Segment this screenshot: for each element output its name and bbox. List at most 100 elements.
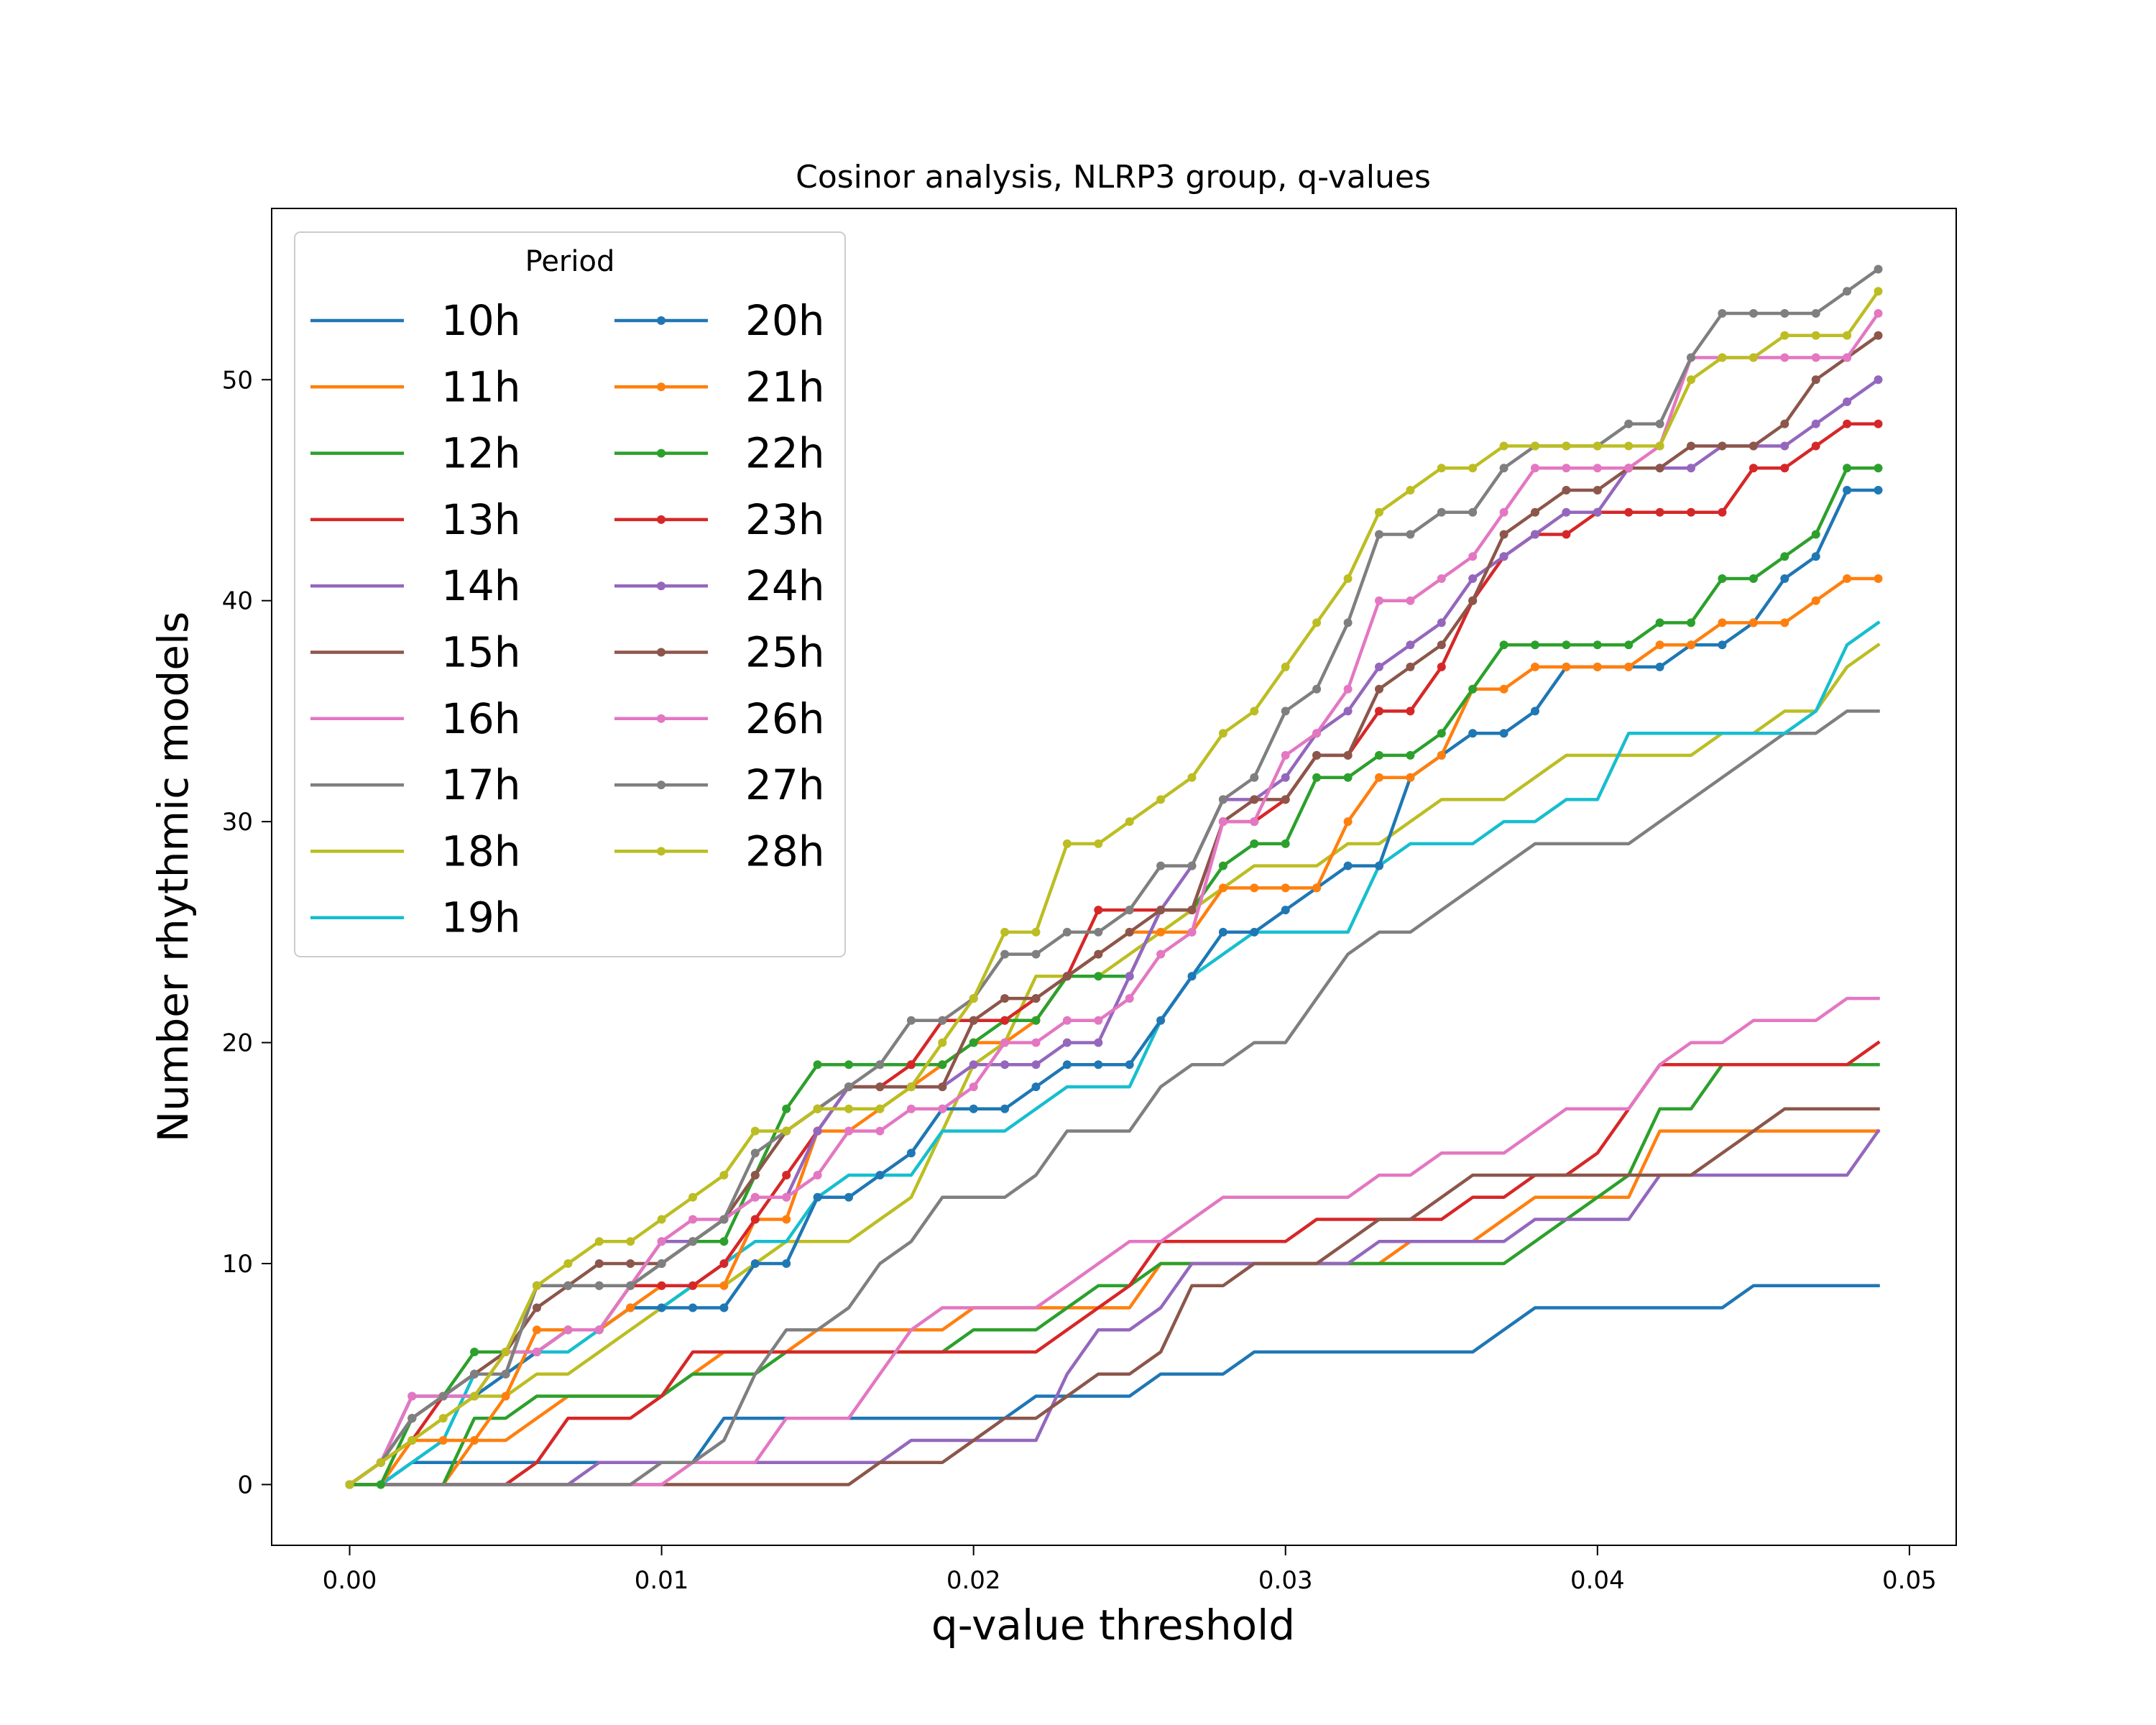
legend-marker [657, 316, 665, 325]
data-point-22h [1655, 618, 1664, 627]
legend-marker [657, 714, 665, 723]
data-point-26h [844, 1126, 853, 1136]
data-point-28h [875, 1104, 885, 1113]
data-point-26h [563, 1325, 573, 1335]
data-point-23h [750, 1215, 760, 1224]
series-line-17h [348, 709, 1880, 1486]
data-point-24h [1094, 1038, 1103, 1047]
data-point-27h [501, 1369, 510, 1379]
y-axis: 0 10 20 30 40 50 [222, 366, 272, 1499]
data-point-22h [719, 1237, 729, 1246]
data-point-20h [906, 1149, 916, 1158]
legend-item-27h: 27h [614, 760, 825, 809]
data-point-28h [407, 1436, 417, 1445]
data-point-22h [1343, 773, 1353, 782]
data-point-27h [1406, 530, 1415, 539]
data-point-24h [1375, 662, 1383, 671]
data-point-23h [906, 1060, 916, 1070]
data-point-28h [1031, 927, 1041, 937]
data-point-28h [1811, 331, 1820, 340]
data-point-28h [688, 1192, 697, 1202]
data-point-20h [1780, 574, 1789, 583]
data-point-21h [1780, 618, 1789, 627]
legend-marker [657, 448, 665, 458]
data-point-24h [1687, 464, 1695, 473]
y-tick-label: 30 [222, 808, 253, 837]
data-point-26h [813, 1171, 822, 1179]
data-point-21h [470, 1436, 479, 1445]
plot-area [345, 264, 1883, 1489]
legend-item-20h: 20h [614, 296, 825, 345]
data-point-26h [1593, 464, 1602, 473]
series-13h [348, 1040, 1881, 1486]
data-point-20h [1281, 906, 1290, 915]
data-point-22h [1375, 750, 1383, 760]
data-point-21h [1562, 662, 1571, 671]
x-axis: 0.00 0.01 0.02 0.03 0.04 0.05 [323, 1545, 1937, 1595]
data-point-25h [1062, 972, 1072, 981]
data-point-21h [1312, 883, 1322, 893]
data-point-21h [626, 1303, 635, 1312]
data-point-28h [594, 1237, 604, 1246]
legend-item-16h: 16h [310, 694, 521, 743]
data-point-26h [1250, 817, 1259, 827]
data-point-21h [1437, 750, 1446, 760]
data-point-24h [1780, 441, 1789, 451]
data-point-24h [1811, 419, 1820, 428]
legend-item-22h: 22h [614, 429, 825, 478]
data-point-27h [1811, 309, 1820, 318]
data-point-28h [1718, 353, 1727, 362]
data-point-25h [1250, 795, 1259, 804]
data-point-25h [750, 1171, 760, 1179]
legend-item-11h: 11h [310, 362, 521, 411]
data-point-23h [1406, 707, 1415, 716]
data-point-28h [1094, 839, 1103, 848]
data-point-22h [1624, 640, 1634, 650]
data-point-20h [1187, 972, 1197, 981]
x-tick-label: 0.03 [1258, 1566, 1313, 1595]
data-point-27h [1749, 309, 1758, 318]
data-point-28h [969, 994, 978, 1003]
legend-item-25h: 25h [614, 628, 825, 677]
legend-label: 19h [441, 893, 521, 942]
data-point-27h [1343, 618, 1353, 627]
data-point-22h [1718, 574, 1727, 583]
data-point-21h [1874, 574, 1883, 583]
data-point-21h [1687, 640, 1695, 650]
data-point-20h [1094, 1060, 1103, 1070]
data-point-22h [844, 1060, 853, 1070]
data-point-28h [438, 1414, 448, 1423]
data-point-25h [1718, 441, 1727, 451]
series-line-25h [347, 333, 1881, 1487]
data-point-22h [470, 1348, 479, 1356]
legend-item-23h: 23h [614, 495, 825, 544]
legend-label: 16h [441, 694, 521, 743]
data-point-21h [782, 1215, 791, 1224]
data-point-22h [1874, 464, 1883, 473]
data-point-28h [1406, 486, 1415, 494]
legend: Period 10h 11h 12h 13h 14h 15h 16h 17h 18h 19h 20h… [294, 231, 846, 957]
data-point-20h [1811, 552, 1820, 561]
data-point-23h [1780, 464, 1789, 473]
data-point-25h [1655, 464, 1664, 473]
data-point-27h [407, 1414, 417, 1423]
legend-marker [657, 515, 665, 524]
data-point-21h [501, 1392, 510, 1401]
data-point-25h [1531, 507, 1539, 517]
data-point-22h [1031, 1016, 1041, 1025]
data-point-23h [1874, 419, 1883, 428]
data-point-27h [438, 1392, 448, 1401]
data-point-25h [1312, 750, 1322, 760]
data-point-25h [1281, 795, 1290, 804]
data-point-26h [938, 1104, 947, 1113]
data-point-27h [1437, 507, 1446, 517]
data-point-21h [438, 1436, 448, 1445]
data-point-26h [1437, 574, 1446, 583]
data-point-24h [1000, 1060, 1010, 1070]
data-point-28h [1531, 441, 1539, 451]
legend-item-10h: 10h [310, 296, 521, 345]
data-point-21h [1718, 618, 1727, 627]
data-point-28h [1218, 729, 1227, 738]
data-point-23h [1687, 507, 1695, 517]
data-point-28h [657, 1215, 666, 1224]
